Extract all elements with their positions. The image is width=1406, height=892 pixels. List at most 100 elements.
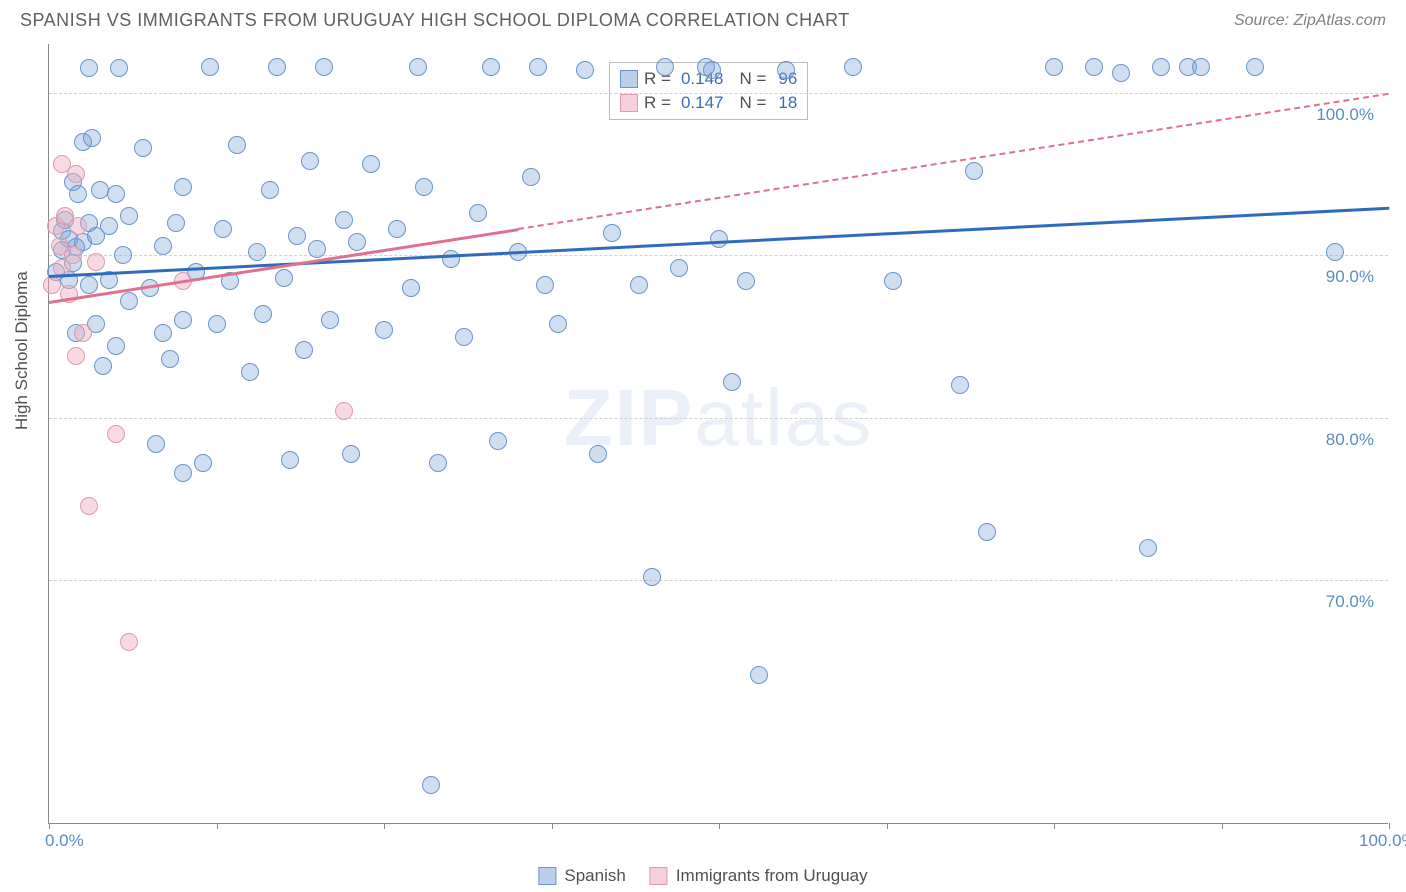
data-point	[703, 61, 721, 79]
data-point	[723, 373, 741, 391]
data-point	[301, 152, 319, 170]
data-point	[254, 305, 272, 323]
data-point	[87, 253, 105, 271]
data-point	[1139, 539, 1157, 557]
data-point	[69, 217, 87, 235]
data-point	[275, 269, 293, 287]
data-point	[415, 178, 433, 196]
data-point	[80, 59, 98, 77]
data-point	[1045, 58, 1063, 76]
data-point	[174, 464, 192, 482]
data-point	[1152, 58, 1170, 76]
x-tick-label: 100.0%	[1359, 831, 1406, 851]
chart-title: SPANISH VS IMMIGRANTS FROM URUGUAY HIGH …	[20, 10, 850, 31]
data-point	[1085, 58, 1103, 76]
data-point	[335, 402, 353, 420]
data-point	[951, 376, 969, 394]
data-point	[107, 425, 125, 443]
data-point	[455, 328, 473, 346]
n-label: N =	[739, 93, 766, 113]
data-point	[174, 311, 192, 329]
data-point	[348, 233, 366, 251]
legend-swatch	[620, 94, 638, 112]
y-axis-label: High School Diploma	[12, 271, 32, 430]
data-point	[110, 59, 128, 77]
data-point	[80, 497, 98, 515]
data-point	[710, 230, 728, 248]
x-tick	[217, 823, 218, 829]
data-point	[402, 279, 420, 297]
data-point	[107, 185, 125, 203]
gridline	[49, 418, 1388, 419]
legend-label: Immigrants from Uruguay	[676, 866, 868, 886]
data-point	[522, 168, 540, 186]
data-point	[43, 276, 61, 294]
data-point	[100, 217, 118, 235]
legend-item: Immigrants from Uruguay	[650, 866, 868, 886]
data-point	[777, 61, 795, 79]
y-tick-label: 70.0%	[1326, 592, 1374, 612]
data-point	[201, 58, 219, 76]
data-point	[147, 435, 165, 453]
data-point	[91, 181, 109, 199]
data-point	[529, 58, 547, 76]
x-tick	[1222, 823, 1223, 829]
data-point	[750, 666, 768, 684]
data-point	[268, 58, 286, 76]
data-point	[670, 259, 688, 277]
data-point	[208, 315, 226, 333]
scatter-chart: ZIPatlas R =0.148N =96R =0.147N =18 70.0…	[48, 44, 1388, 824]
x-tick	[1389, 823, 1390, 829]
r-label: R =	[644, 93, 671, 113]
data-point	[321, 311, 339, 329]
data-point	[295, 341, 313, 359]
data-point	[576, 61, 594, 79]
series-legend: Spanish Immigrants from Uruguay	[538, 866, 867, 886]
x-tick	[719, 823, 720, 829]
data-point	[194, 454, 212, 472]
data-point	[884, 272, 902, 290]
data-point	[429, 454, 447, 472]
data-point	[281, 451, 299, 469]
gridline	[49, 93, 1388, 94]
x-tick	[887, 823, 888, 829]
data-point	[643, 568, 661, 586]
data-point	[1246, 58, 1264, 76]
data-point	[315, 58, 333, 76]
stats-legend-row: R =0.147N =18	[620, 91, 797, 115]
data-point	[80, 276, 98, 294]
data-point	[1112, 64, 1130, 82]
x-tick	[1054, 823, 1055, 829]
data-point	[469, 204, 487, 222]
data-point	[64, 246, 82, 264]
data-point	[154, 237, 172, 255]
y-tick-label: 90.0%	[1326, 267, 1374, 287]
data-point	[228, 136, 246, 154]
x-tick	[384, 823, 385, 829]
data-point	[489, 432, 507, 450]
data-point	[120, 292, 138, 310]
legend-item: Spanish	[538, 866, 625, 886]
data-point	[161, 350, 179, 368]
n-label: N =	[739, 69, 766, 89]
data-point	[308, 240, 326, 258]
data-point	[536, 276, 554, 294]
r-value: 0.147	[681, 93, 724, 113]
data-point	[67, 347, 85, 365]
data-point	[134, 139, 152, 157]
data-point	[1326, 243, 1344, 261]
data-point	[74, 324, 92, 342]
data-point	[174, 178, 192, 196]
gridline	[49, 580, 1388, 581]
y-tick-label: 100.0%	[1316, 105, 1374, 125]
data-point	[549, 315, 567, 333]
data-point	[978, 523, 996, 541]
data-point	[965, 162, 983, 180]
data-point	[154, 324, 172, 342]
data-point	[442, 250, 460, 268]
data-point	[375, 321, 393, 339]
data-point	[248, 243, 266, 261]
data-point	[335, 211, 353, 229]
data-point	[342, 445, 360, 463]
data-point	[120, 207, 138, 225]
